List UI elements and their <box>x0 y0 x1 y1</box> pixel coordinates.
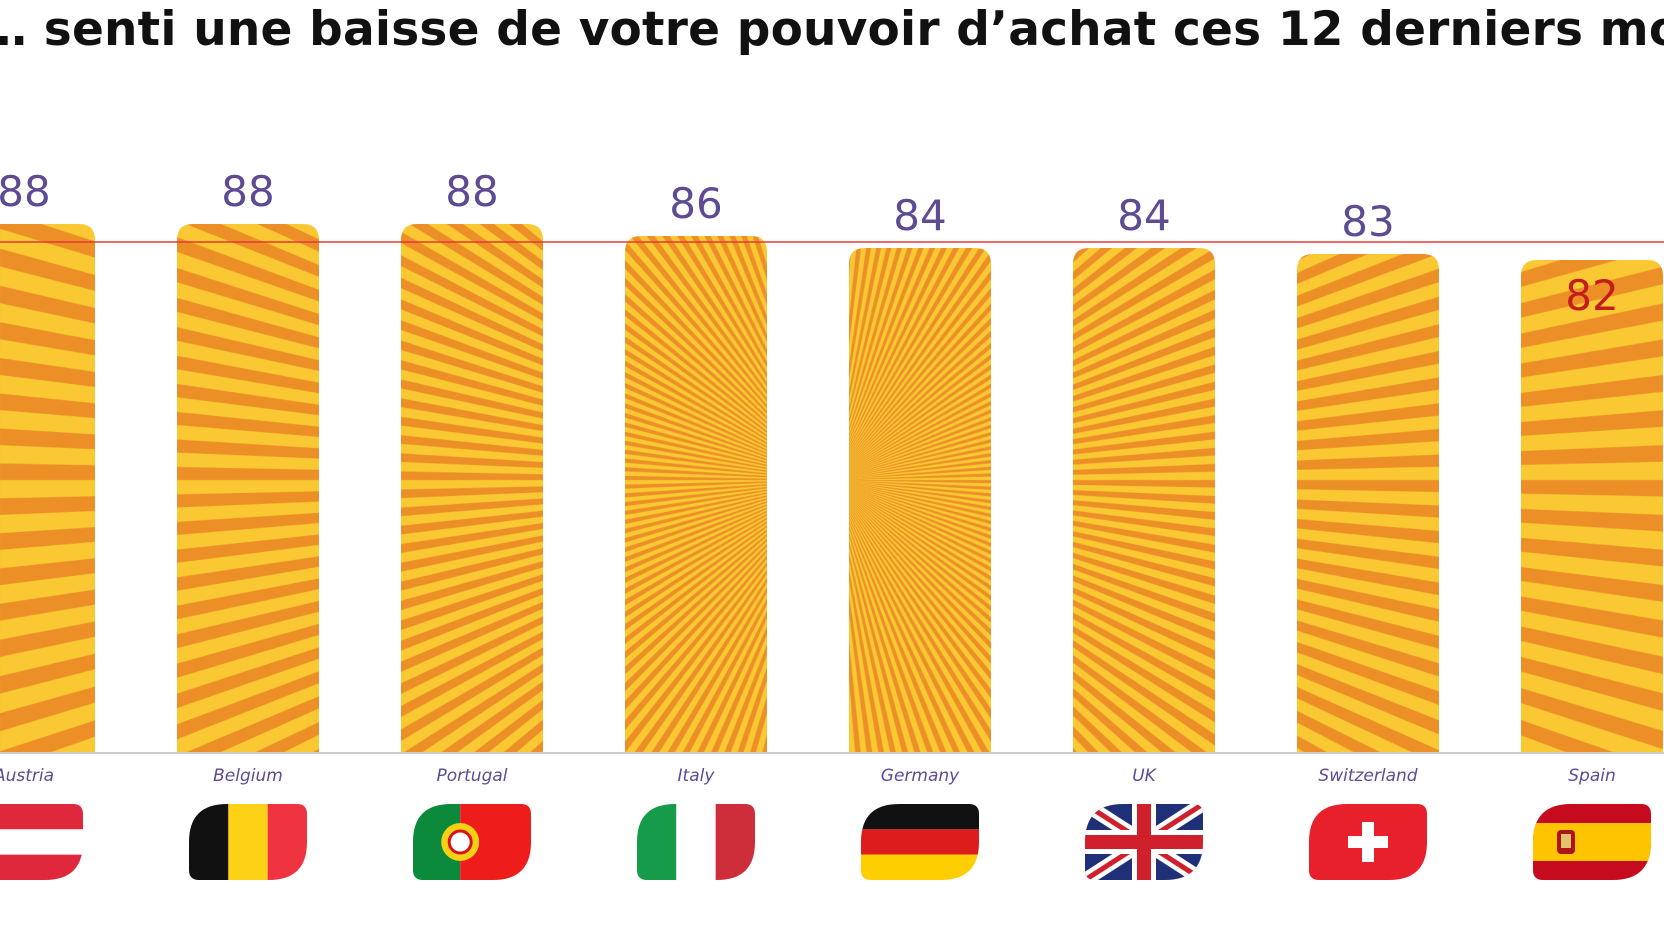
labels-layer: 88 Austria 88 Belgium 88 Portugal 86 Italy 84 Ger… <box>0 167 1619 786</box>
uk-flag-icon <box>1085 804 1203 880</box>
value-label-austria: 88 <box>0 167 51 216</box>
value-label-belgium: 88 <box>221 167 274 216</box>
bar-italy <box>625 236 767 752</box>
bar-uk <box>1073 248 1215 752</box>
value-label-uk: 84 <box>1117 191 1170 240</box>
austria-flag-icon <box>0 804 83 880</box>
switzerland-flag-icon <box>1309 804 1427 880</box>
bar-belgium <box>177 224 319 752</box>
category-label-germany: Germany <box>881 766 960 786</box>
value-label-portugal: 88 <box>445 167 498 216</box>
category-label-austria: Austria <box>0 766 54 786</box>
bars-layer <box>0 224 1663 752</box>
category-label-switzerland: Switzerland <box>1318 766 1417 786</box>
bar-austria <box>0 224 95 752</box>
value-label-germany: 84 <box>893 191 946 240</box>
category-label-portugal: Portugal <box>436 766 507 786</box>
category-label-spain: Spain <box>1568 766 1616 786</box>
spain-flag-icon <box>1533 804 1651 880</box>
bar-switzerland <box>1297 254 1439 752</box>
flags-layer <box>0 804 1651 880</box>
value-label-switzerland: 83 <box>1341 197 1394 246</box>
chart-title: … senti une baisse de votre pouvoir d’ac… <box>0 2 1664 57</box>
belgium-flag-icon <box>189 804 307 880</box>
italy-flag-icon <box>637 804 755 880</box>
value-label-spain: 82 <box>1565 271 1618 320</box>
category-label-uk: UK <box>1132 766 1157 786</box>
bar-germany <box>849 248 991 752</box>
germany-flag-icon <box>861 804 979 880</box>
portugal-flag-icon <box>413 804 531 880</box>
category-label-belgium: Belgium <box>213 766 283 786</box>
category-label-italy: Italy <box>678 766 716 786</box>
bar-spain <box>1521 260 1663 752</box>
value-label-italy: 86 <box>669 179 722 228</box>
bar-portugal <box>401 224 543 752</box>
